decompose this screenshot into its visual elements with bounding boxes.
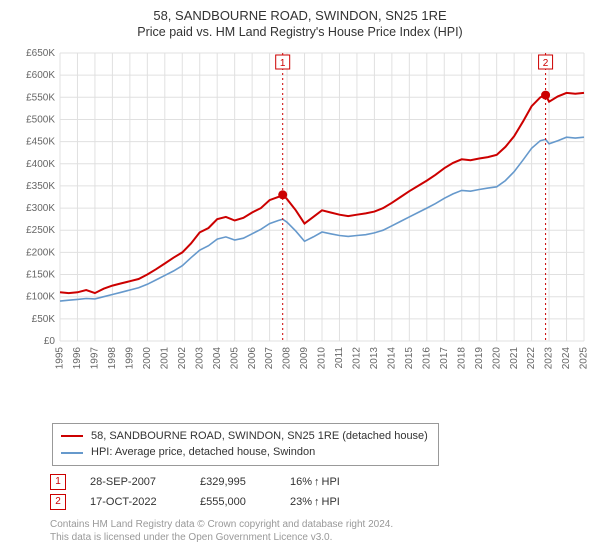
svg-text:1995: 1995 xyxy=(55,346,66,369)
svg-text:2023: 2023 xyxy=(544,346,555,369)
sale-hpi-label: HPI xyxy=(322,476,340,488)
svg-text:£200K: £200K xyxy=(26,247,55,258)
chart-title: 58, SANDBOURNE ROAD, SWINDON, SN25 1RE xyxy=(12,8,588,25)
svg-text:2009: 2009 xyxy=(299,346,310,369)
svg-text:2015: 2015 xyxy=(404,346,415,369)
svg-text:£500K: £500K xyxy=(26,114,55,125)
svg-text:2000: 2000 xyxy=(142,346,153,369)
svg-text:2008: 2008 xyxy=(282,346,293,369)
svg-text:2003: 2003 xyxy=(194,346,205,369)
legend-swatch xyxy=(61,452,83,454)
sale-hpi: 16% ↑ HPI xyxy=(290,476,340,488)
legend-row: 58, SANDBOURNE ROAD, SWINDON, SN25 1RE (… xyxy=(61,428,428,445)
svg-text:2024: 2024 xyxy=(561,346,572,369)
svg-text:2002: 2002 xyxy=(177,346,188,369)
svg-text:£50K: £50K xyxy=(32,314,56,325)
sale-date: 17-OCT-2022 xyxy=(90,496,180,508)
sale-num-box: 1 xyxy=(50,474,66,490)
sale-row: 2 17-OCT-2022 £555,000 23% ↑ HPI xyxy=(50,492,588,512)
sale-price: £555,000 xyxy=(200,496,270,508)
svg-text:2017: 2017 xyxy=(439,346,450,369)
sale-marker-num: 2 xyxy=(543,58,549,69)
arrow-up-icon: ↑ xyxy=(314,476,320,488)
legend: 58, SANDBOURNE ROAD, SWINDON, SN25 1RE (… xyxy=(52,423,439,466)
svg-text:2011: 2011 xyxy=(334,346,345,368)
svg-text:2012: 2012 xyxy=(352,346,363,369)
svg-text:2007: 2007 xyxy=(264,346,275,369)
sale-marker-dot xyxy=(541,90,550,99)
legend-row: HPI: Average price, detached house, Swin… xyxy=(61,444,428,461)
svg-text:£550K: £550K xyxy=(26,92,55,103)
svg-text:2021: 2021 xyxy=(509,346,520,369)
sale-hpi: 23% ↑ HPI xyxy=(290,496,340,508)
svg-text:£150K: £150K xyxy=(26,269,55,280)
svg-text:£400K: £400K xyxy=(26,159,55,170)
footer: Contains HM Land Registry data © Crown c… xyxy=(50,518,588,544)
svg-text:1997: 1997 xyxy=(90,346,101,369)
svg-text:£450K: £450K xyxy=(26,137,55,148)
sale-date: 28-SEP-2007 xyxy=(90,476,180,488)
svg-text:2006: 2006 xyxy=(247,346,258,369)
sale-marker-dot xyxy=(278,190,287,199)
svg-text:1999: 1999 xyxy=(125,346,136,369)
svg-text:2005: 2005 xyxy=(229,346,240,369)
svg-text:1996: 1996 xyxy=(72,346,83,369)
sale-num-box: 2 xyxy=(50,494,66,510)
chart-svg: £0 £50K £100K £150K £200K £250K £300K £350K £400… xyxy=(12,45,588,417)
svg-text:2022: 2022 xyxy=(526,346,537,369)
svg-text:2004: 2004 xyxy=(212,346,223,369)
chart-container: 58, SANDBOURNE ROAD, SWINDON, SN25 1RE P… xyxy=(0,0,600,560)
svg-text:2013: 2013 xyxy=(369,346,380,369)
legend-label: HPI: Average price, detached house, Swin… xyxy=(91,444,315,461)
svg-text:£100K: £100K xyxy=(26,292,55,303)
svg-text:2020: 2020 xyxy=(491,346,502,369)
svg-text:2025: 2025 xyxy=(579,346,588,369)
sale-row: 1 28-SEP-2007 £329,995 16% ↑ HPI xyxy=(50,472,588,492)
footer-line1: Contains HM Land Registry data © Crown c… xyxy=(50,518,588,531)
sale-marker-num: 1 xyxy=(280,58,286,69)
sales-list: 1 28-SEP-2007 £329,995 16% ↑ HPI 2 17-OCT-202… xyxy=(50,472,588,512)
svg-text:£350K: £350K xyxy=(26,181,55,192)
sale-hpi-pct: 16% xyxy=(290,476,312,488)
sale-price: £329,995 xyxy=(200,476,270,488)
svg-text:£0: £0 xyxy=(44,336,56,347)
svg-text:2010: 2010 xyxy=(317,346,328,369)
svg-text:2016: 2016 xyxy=(421,346,432,369)
svg-text:£600K: £600K xyxy=(26,70,55,81)
arrow-up-icon: ↑ xyxy=(314,496,320,508)
svg-text:£650K: £650K xyxy=(26,48,55,59)
legend-swatch xyxy=(61,435,83,437)
legend-label: 58, SANDBOURNE ROAD, SWINDON, SN25 1RE (… xyxy=(91,428,428,445)
sale-hpi-label: HPI xyxy=(322,496,340,508)
svg-text:2014: 2014 xyxy=(387,346,398,369)
svg-text:£300K: £300K xyxy=(26,203,55,214)
svg-text:2018: 2018 xyxy=(456,346,467,369)
chart-subtitle: Price paid vs. HM Land Registry's House … xyxy=(12,25,588,39)
svg-text:2001: 2001 xyxy=(159,346,170,369)
footer-line2: This data is licensed under the Open Gov… xyxy=(50,531,588,544)
svg-text:£250K: £250K xyxy=(26,225,55,236)
svg-text:1998: 1998 xyxy=(107,346,118,369)
sale-hpi-pct: 23% xyxy=(290,496,312,508)
svg-text:2019: 2019 xyxy=(474,346,485,369)
chart-area: £0 £50K £100K £150K £200K £250K £300K £350K £400… xyxy=(12,45,588,417)
